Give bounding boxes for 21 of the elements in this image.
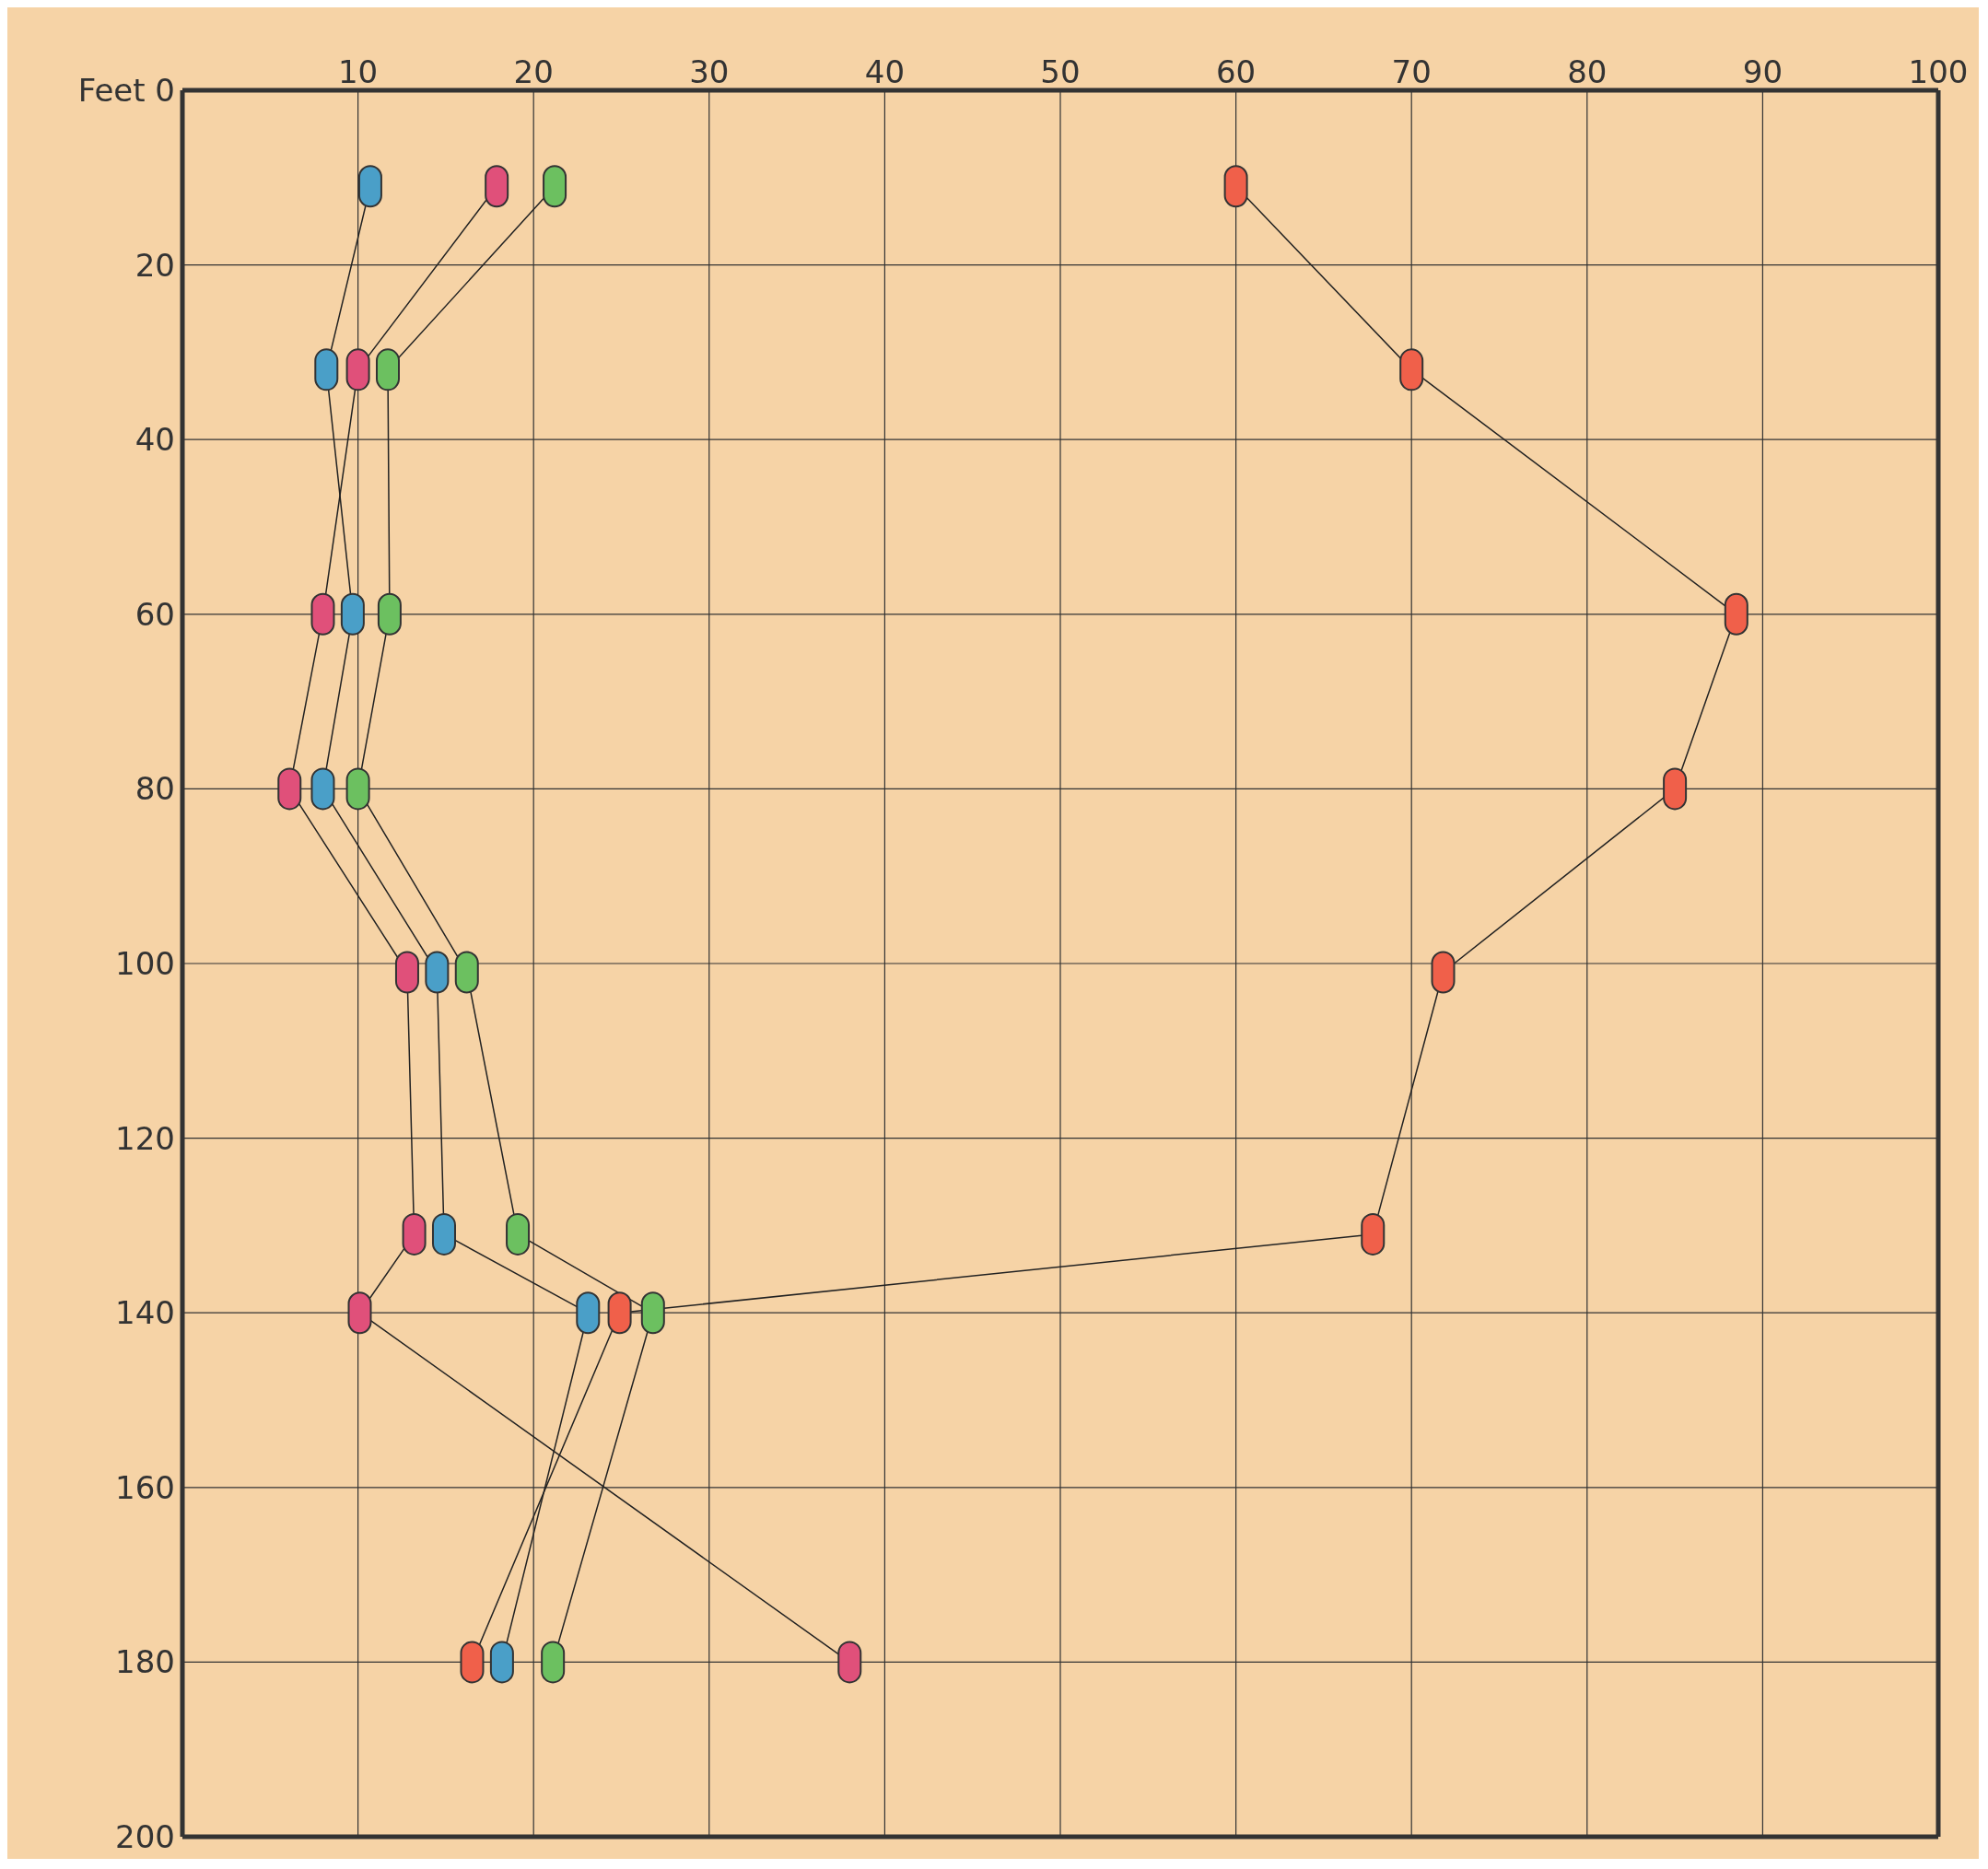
x-tick-label: 20 — [513, 53, 554, 90]
y-tick-label: 20 — [134, 246, 175, 284]
x-tick-label: 60 — [1215, 53, 1257, 90]
y-tick-label: 160 — [115, 1468, 175, 1506]
y-tick-label: 100 — [115, 945, 175, 983]
x-tick-label: 10 — [337, 53, 379, 90]
x-tick-label: 40 — [864, 53, 906, 90]
x-tick-label: 50 — [1040, 53, 1081, 90]
y-tick-label: 80 — [134, 770, 175, 808]
y-tick-label: 180 — [115, 1643, 175, 1681]
y-tick-label: 60 — [134, 595, 175, 633]
y-tick-label: 120 — [115, 1119, 175, 1157]
x-tick-label: 80 — [1567, 53, 1608, 90]
y-tick-label: 200 — [115, 1818, 175, 1856]
x-tick-label: 100 — [1908, 53, 1969, 90]
x-tick-label: 90 — [1742, 53, 1783, 90]
y-tick-label: Feet 0 — [77, 72, 175, 110]
y-tick-label: 40 — [134, 421, 175, 459]
y-tick-label: 140 — [115, 1294, 175, 1332]
x-tick-label: 30 — [689, 53, 730, 90]
x-tick-label: 70 — [1391, 53, 1432, 90]
